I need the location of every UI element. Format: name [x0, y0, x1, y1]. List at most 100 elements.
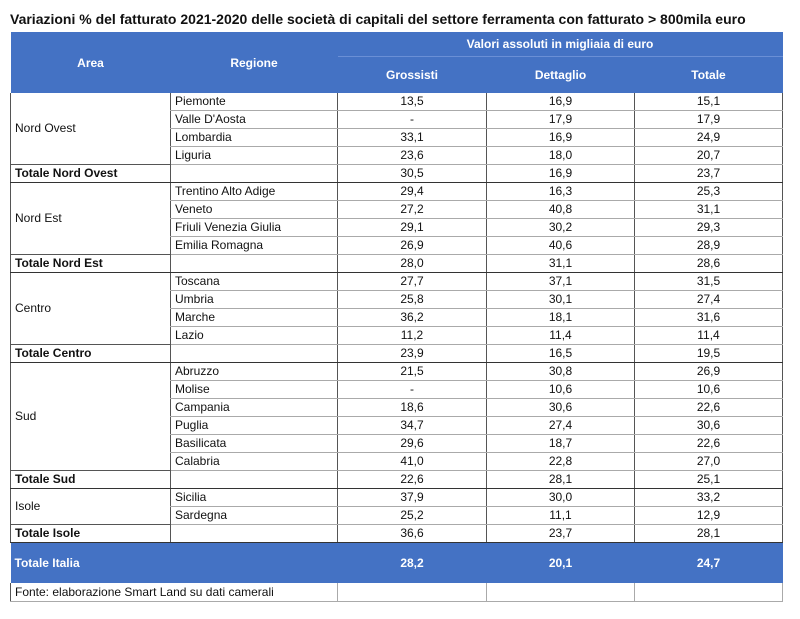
header-dettaglio: Dettaglio: [486, 56, 635, 93]
regione-cell: Marche: [170, 308, 338, 327]
table-row: Liguria 23,6 18,0 20,7: [11, 146, 783, 165]
area-label: Nord Ovest: [10, 93, 171, 165]
table-row: Puglia 34,7 27,4 30,6: [11, 416, 783, 435]
grossisti-cell: 18,6: [337, 398, 487, 417]
grossisti-cell: 33,1: [337, 128, 487, 147]
dettaglio-cell: 17,9: [486, 110, 635, 129]
area-total-dettaglio: 16,9: [486, 164, 635, 183]
regione-cell: Sardegna: [170, 506, 338, 525]
totale-cell: 31,5: [634, 272, 783, 291]
area-label: Isole: [10, 488, 171, 525]
table-row: Nord Est Trentino Alto Adige 29,4 16,3 25,3: [10, 182, 783, 255]
area-total-grossisti: 22,6: [337, 470, 487, 489]
area-total-blank: [170, 344, 338, 363]
grossisti-cell: 36,2: [337, 308, 487, 327]
dettaglio-cell: 18,0: [486, 146, 635, 165]
source-blank: [337, 583, 487, 602]
source-row: Fonte: elaborazione Smart Land su dati c…: [10, 583, 783, 602]
table-row: Lazio 11,2 11,4 11,4: [11, 326, 783, 345]
grossisti-cell: 26,9: [337, 236, 487, 255]
dettaglio-cell: 22,8: [486, 452, 635, 471]
grossisti-cell: 13,5: [337, 93, 487, 111]
grossisti-cell: 37,9: [337, 488, 487, 507]
regione-cell: Umbria: [170, 290, 338, 309]
totale-cell: 27,4: [634, 290, 783, 309]
area-total-blank: [170, 164, 338, 183]
table-row: Basilicata 29,6 18,7 22,6: [11, 434, 783, 453]
totale-cell: 31,6: [634, 308, 783, 327]
area-total-dettaglio: 31,1: [486, 254, 635, 273]
grossisti-cell: 27,2: [337, 200, 487, 219]
italia-total-row: Totale Italia 28,2 20,1 24,7: [10, 542, 783, 583]
table-row: Sud Abruzzo 21,5 30,8 26,9: [10, 362, 783, 471]
totale-cell: 31,1: [634, 200, 783, 219]
dettaglio-cell: 30,6: [486, 398, 635, 417]
regione-cell: Lazio: [170, 326, 338, 345]
totale-cell: 25,3: [634, 182, 783, 201]
source-blank: [486, 583, 635, 602]
regione-cell: Piemonte: [170, 93, 338, 111]
italia-grossisti: 28,2: [337, 542, 487, 583]
totale-cell: 27,0: [634, 452, 783, 471]
grossisti-cell: 25,2: [337, 506, 487, 525]
table-row: Umbria 25,8 30,1 27,4: [11, 290, 783, 309]
dettaglio-cell: 10,6: [486, 380, 635, 399]
area-total-dettaglio: 28,1: [486, 470, 635, 489]
area-total-totale: 25,1: [634, 470, 783, 489]
table-row: Marche 36,2 18,1 31,6: [11, 308, 783, 327]
regione-cell: Trentino Alto Adige: [170, 182, 338, 201]
header-group: Valori assoluti in migliaia di euro: [337, 32, 783, 57]
totale-cell: 28,9: [634, 236, 783, 255]
table-body: Nord Ovest Piemonte 13,5 16,9 15,1 Valle D'Ao…: [10, 93, 783, 602]
grossisti-cell: 29,1: [337, 218, 487, 237]
table-row: Valle D'Aosta -17,9 17,9: [11, 110, 783, 129]
table-row: Veneto 27,2 40,8 31,1: [11, 200, 783, 219]
italia-label: Totale Italia: [10, 542, 338, 583]
area-total-blank: [170, 470, 338, 489]
regione-cell: Molise: [170, 380, 338, 399]
dettaglio-cell: 11,1: [486, 506, 635, 525]
area-total-row: Totale Sud 22,6 28,1 25,1: [10, 470, 783, 489]
table-row: Lombardia 33,1 16,9 24,9: [11, 128, 783, 147]
area-total-label: Totale Centro: [10, 344, 171, 363]
dettaglio-cell: 37,1: [486, 272, 635, 291]
source-blank: [634, 583, 783, 602]
dettaglio-cell: 16,9: [486, 128, 635, 147]
totale-cell: 20,7: [634, 146, 783, 165]
regione-cell: Friuli Venezia Giulia: [170, 218, 338, 237]
area-total-totale: 23,7: [634, 164, 783, 183]
grossisti-cell: 23,6: [337, 146, 487, 165]
regione-cell: Basilicata: [170, 434, 338, 453]
totale-cell: 15,1: [634, 93, 783, 111]
table-row: Campania 18,6 30,6 22,6: [11, 398, 783, 417]
area-total-grossisti: 30,5: [337, 164, 487, 183]
regione-cell: Lombardia: [170, 128, 338, 147]
grossisti-cell: 41,0: [337, 452, 487, 471]
area-total-totale: 28,1: [634, 524, 783, 543]
area-total-label: Totale Sud: [10, 470, 171, 489]
totale-cell: 29,3: [634, 218, 783, 237]
regione-cell: Puglia: [170, 416, 338, 435]
totale-cell: 22,6: [634, 398, 783, 417]
grossisti-cell: 25,8: [337, 290, 487, 309]
regione-cell: Calabria: [170, 452, 338, 471]
table-row: Friuli Venezia Giulia 29,1 30,2 29,3: [11, 218, 783, 237]
dettaglio-cell: 18,1: [486, 308, 635, 327]
regione-cell: Liguria: [170, 146, 338, 165]
dettaglio-cell: 30,0: [486, 488, 635, 507]
table-row: Isole Sicilia 37,9 30,0 33,2: [10, 488, 783, 525]
totale-cell: 10,6: [634, 380, 783, 399]
totale-cell: 30,6: [634, 416, 783, 435]
table-row: Molise -10,6 10,6: [11, 380, 783, 399]
area-label: Sud: [10, 362, 171, 471]
grossisti-cell: 21,5: [337, 362, 487, 381]
dettaglio-cell: 30,1: [486, 290, 635, 309]
table-row: Centro Toscana 27,7 37,1 31,5: [10, 272, 783, 345]
area-total-row: Totale Isole 36,6 23,7 28,1: [10, 524, 783, 543]
dettaglio-cell: 16,9: [486, 93, 635, 111]
area-label: Nord Est: [10, 182, 171, 255]
italia-dettaglio: 20,1: [486, 542, 635, 583]
totale-cell: 11,4: [634, 326, 783, 345]
area-total-row: Totale Centro 23,9 16,5 19,5: [10, 344, 783, 363]
regione-cell: Sicilia: [170, 488, 338, 507]
